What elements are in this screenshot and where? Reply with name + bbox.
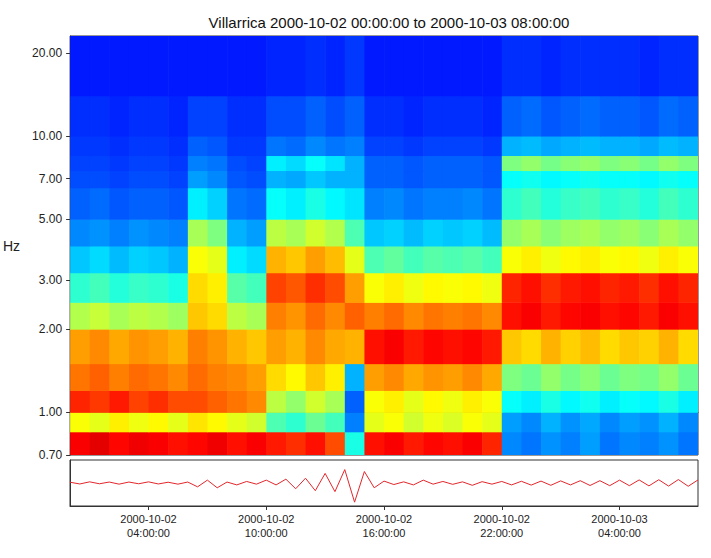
svg-text:1.00: 1.00 <box>39 405 63 419</box>
svg-text:10:00:00: 10:00:00 <box>245 527 288 539</box>
svg-text:04:00:00: 04:00:00 <box>127 527 170 539</box>
svg-text:5.00: 5.00 <box>39 212 63 226</box>
svg-text:10.00: 10.00 <box>32 129 62 143</box>
svg-text:04:00:00: 04:00:00 <box>598 527 641 539</box>
svg-text:Villarrica 2000-10-02 00:00:00: Villarrica 2000-10-02 00:00:00 to 2000-1… <box>209 14 570 31</box>
svg-text:22:00:00: 22:00:00 <box>480 527 523 539</box>
svg-text:Hz: Hz <box>3 238 20 254</box>
svg-text:20.00: 20.00 <box>32 46 62 60</box>
svg-text:2000-10-02: 2000-10-02 <box>238 513 294 525</box>
svg-text:2000-10-02: 2000-10-02 <box>120 513 176 525</box>
svg-text:2000-10-02: 2000-10-02 <box>474 513 530 525</box>
svg-text:2000-10-03: 2000-10-03 <box>591 513 647 525</box>
svg-text:0.70: 0.70 <box>39 448 63 462</box>
svg-text:16:00:00: 16:00:00 <box>363 527 406 539</box>
svg-text:3.00: 3.00 <box>39 273 63 287</box>
svg-text:2000-10-02: 2000-10-02 <box>356 513 412 525</box>
svg-text:2.00: 2.00 <box>39 322 63 336</box>
svg-text:7.00: 7.00 <box>39 172 63 186</box>
